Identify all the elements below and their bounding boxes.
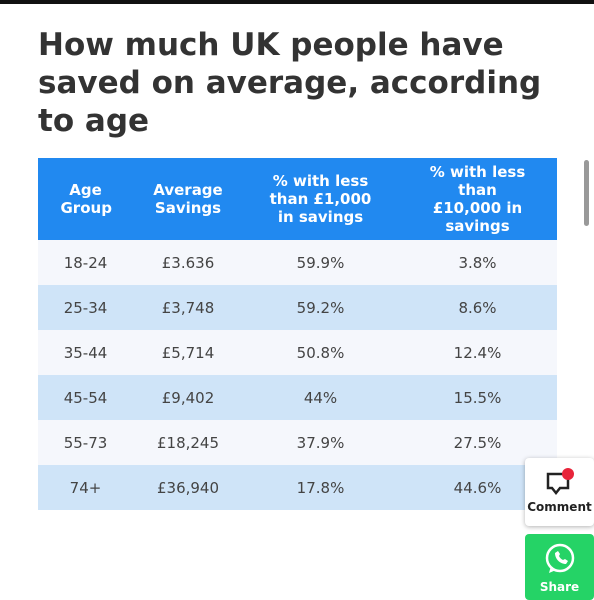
table-row: 55-73 £18,245 37.9% 27.5%: [38, 420, 557, 465]
table-row: 25-34 £3,748 59.2% 8.6%: [38, 285, 557, 330]
table-cell: 59.9%: [243, 240, 398, 285]
table-cell: £9,402: [133, 375, 243, 420]
column-header-text: Age Group: [60, 181, 112, 217]
comment-icon: [546, 468, 574, 496]
table-cell: £5,714: [133, 330, 243, 375]
table-cell: 15.5%: [398, 375, 557, 420]
table-cell: 44%: [243, 375, 398, 420]
column-header-text: % with less than £10,000 in savings: [429, 163, 526, 235]
header-row: Age Group Average Savings % with less than…: [38, 158, 557, 240]
table-cell: 59.2%: [243, 285, 398, 330]
table-row: 18-24 £3.636 59.9% 3.8%: [38, 240, 557, 285]
article-title: How much UK people have saved on average…: [38, 27, 542, 139]
table-row: 45-54 £9,402 44% 15.5%: [38, 375, 557, 420]
table-cell: 45-54: [38, 375, 133, 420]
table-row: 74+ £36,940 17.8% 44.6%: [38, 465, 557, 510]
top-bar: [0, 0, 594, 4]
table-cell: £3.636: [133, 240, 243, 285]
column-header: % with less than £10,000 in savings: [398, 158, 557, 240]
table-cell: 8.6%: [398, 285, 557, 330]
comment-label: Comment: [527, 500, 592, 514]
table-cell: 35-44: [38, 330, 133, 375]
share-label: Share: [539, 580, 580, 594]
table-cell: 25-34: [38, 285, 133, 330]
scrollbar: [584, 160, 589, 226]
table-cell: 55-73: [38, 420, 133, 465]
table-cell: £3,748: [133, 285, 243, 330]
column-header: Age Group: [38, 158, 133, 240]
whatsapp-icon: [545, 543, 574, 573]
savings-table: Age Group Average Savings % with less than…: [38, 158, 557, 510]
table-row: 35-44 £5,714 50.8% 12.4%: [38, 330, 557, 375]
table-cell: 12.4%: [398, 330, 557, 375]
table-cell: £36,940: [133, 465, 243, 510]
table-cell: 18-24: [38, 240, 133, 285]
share-button[interactable]: Share: [525, 534, 594, 600]
table-cell: 37.9%: [243, 420, 398, 465]
column-header-text: % with less than £1,000 in savings: [269, 172, 372, 226]
column-header: % with less than £1,000 in savings: [243, 158, 398, 240]
column-header-text: Average Savings: [153, 181, 223, 217]
table-cell: 50.8%: [243, 330, 398, 375]
table-cell: 27.5%: [398, 420, 557, 465]
table-cell: 74+: [38, 465, 133, 510]
column-header: Average Savings: [133, 158, 243, 240]
table-cell: £18,245: [133, 420, 243, 465]
comment-button[interactable]: Comment: [525, 458, 594, 526]
table-cell: 17.8%: [243, 465, 398, 510]
table-cell: 3.8%: [398, 240, 557, 285]
